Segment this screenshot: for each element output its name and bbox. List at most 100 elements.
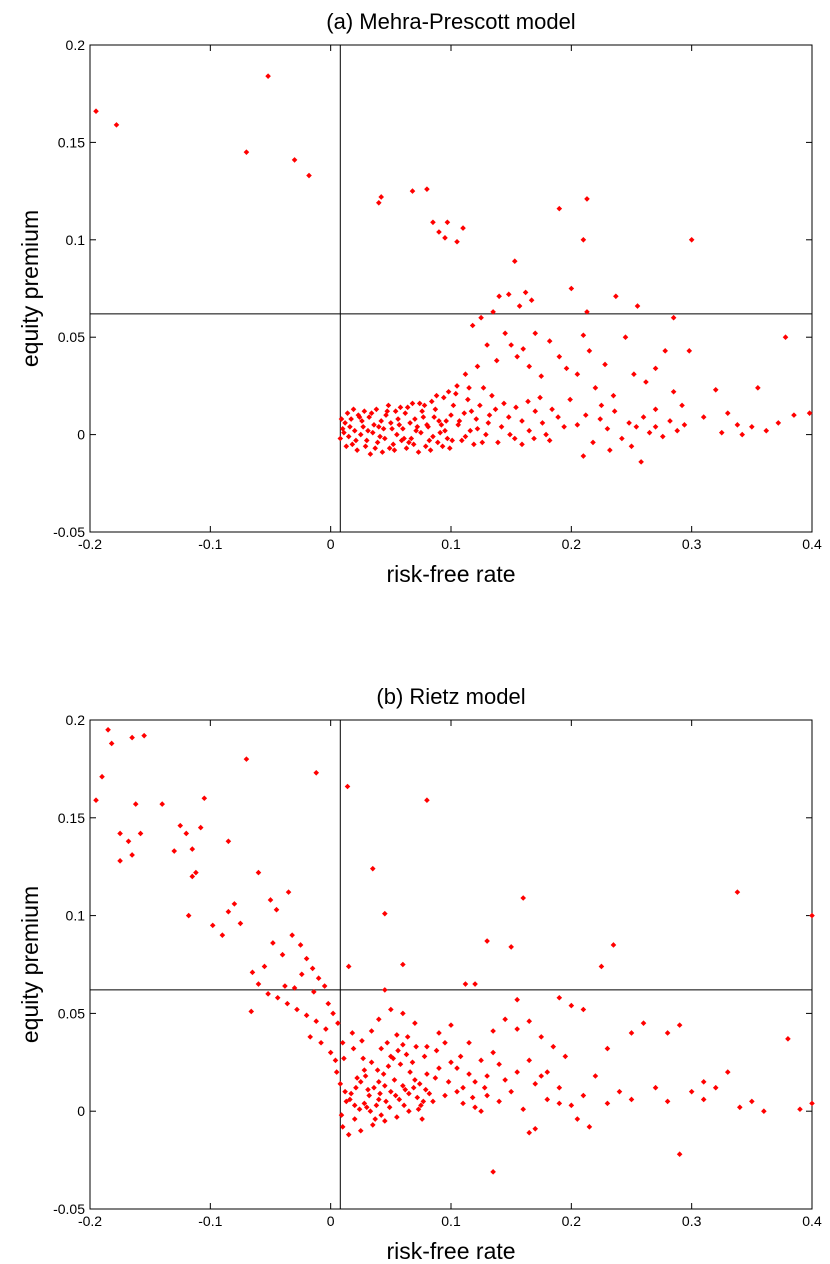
data-point bbox=[430, 219, 436, 226]
data-point bbox=[520, 346, 526, 352]
data-point bbox=[105, 726, 111, 733]
data-point bbox=[400, 425, 406, 432]
data-point bbox=[496, 1098, 502, 1105]
data-point bbox=[643, 379, 649, 385]
data-point bbox=[391, 447, 398, 453]
data-point bbox=[469, 322, 476, 329]
data-point bbox=[426, 1090, 433, 1097]
data-point bbox=[339, 425, 346, 432]
data-point bbox=[761, 1108, 767, 1114]
data-point bbox=[360, 1055, 366, 1062]
data-point bbox=[442, 235, 448, 241]
data-point bbox=[424, 422, 430, 428]
data-point bbox=[325, 1000, 332, 1007]
data-point bbox=[365, 1086, 371, 1093]
data-point bbox=[549, 406, 555, 413]
data-point bbox=[466, 1039, 472, 1046]
data-point bbox=[366, 1092, 372, 1099]
data-point bbox=[372, 1116, 378, 1122]
data-point bbox=[394, 431, 400, 438]
data-point bbox=[508, 944, 514, 950]
data-point bbox=[734, 422, 741, 428]
data-point bbox=[201, 795, 208, 802]
data-point bbox=[444, 435, 451, 442]
data-point bbox=[416, 1081, 423, 1087]
data-point bbox=[448, 1059, 454, 1066]
data-point bbox=[374, 1067, 381, 1073]
data-point bbox=[413, 427, 419, 434]
data-point bbox=[303, 955, 310, 962]
data-point bbox=[342, 420, 348, 426]
data-point bbox=[418, 1102, 424, 1109]
data-point bbox=[408, 435, 415, 442]
data-point bbox=[243, 149, 250, 155]
data-point bbox=[532, 1081, 539, 1087]
data-point bbox=[604, 1100, 611, 1107]
data-point bbox=[361, 408, 368, 415]
data-point bbox=[674, 427, 681, 434]
data-point bbox=[406, 1108, 412, 1114]
data-point bbox=[631, 371, 637, 378]
data-point bbox=[449, 437, 456, 444]
data-point bbox=[337, 1081, 344, 1087]
chart-panel-b: -0.2 -0.1 0 0.1 0.2 0.3 0.4 -0.05 0 0.05 0.1 0.15 0.… bbox=[17, 684, 822, 1264]
data-point bbox=[363, 1104, 370, 1111]
data-point bbox=[495, 439, 501, 446]
data-point bbox=[394, 1032, 400, 1038]
data-point bbox=[544, 1096, 551, 1103]
data-point bbox=[544, 1069, 551, 1075]
data-point bbox=[700, 1096, 707, 1103]
data-point bbox=[626, 420, 632, 426]
data-point bbox=[249, 969, 256, 976]
data-point bbox=[231, 901, 238, 907]
data-point bbox=[662, 348, 668, 354]
data-point bbox=[479, 439, 486, 446]
data-point bbox=[592, 1073, 599, 1079]
data-point bbox=[436, 1065, 442, 1071]
data-point bbox=[401, 435, 407, 442]
data-point bbox=[450, 402, 457, 409]
data-point bbox=[265, 991, 271, 997]
x-tick-label: -0.2 bbox=[78, 536, 102, 552]
data-point bbox=[468, 408, 475, 415]
data-point bbox=[556, 205, 563, 212]
data-point bbox=[400, 1010, 406, 1017]
data-point bbox=[318, 1039, 324, 1046]
data-point bbox=[225, 838, 232, 845]
data-point bbox=[406, 1090, 412, 1097]
data-point bbox=[132, 801, 139, 807]
data-point bbox=[426, 437, 433, 444]
x-tick-label: -0.1 bbox=[198, 1213, 222, 1229]
plot-area bbox=[89, 44, 813, 533]
data-point bbox=[574, 422, 581, 428]
data-point bbox=[410, 441, 417, 448]
data-point bbox=[502, 330, 508, 337]
data-point bbox=[282, 983, 288, 989]
data-point bbox=[384, 408, 391, 415]
data-point bbox=[117, 858, 123, 864]
data-point bbox=[349, 1030, 356, 1036]
data-point bbox=[289, 932, 295, 938]
data-point bbox=[466, 385, 472, 391]
data-point bbox=[427, 447, 434, 453]
chart-panel-a: -0.2 -0.1 0 0.1 0.2 0.3 0.4 -0.05 0 0.05 0.1 0.15 0.… bbox=[17, 9, 822, 587]
data-point bbox=[652, 1084, 659, 1091]
data-point bbox=[567, 396, 573, 403]
y-tick-label: 0.1 bbox=[66, 232, 86, 248]
data-point bbox=[442, 427, 448, 434]
data-point bbox=[394, 1114, 400, 1120]
data-point bbox=[481, 1084, 488, 1091]
data-point bbox=[580, 1092, 587, 1099]
data-point bbox=[432, 1075, 439, 1081]
data-point bbox=[383, 1098, 389, 1105]
data-point bbox=[613, 293, 619, 300]
data-point bbox=[604, 425, 611, 432]
x-tick-label: -0.1 bbox=[198, 536, 222, 552]
data-point bbox=[347, 1096, 353, 1103]
data-point bbox=[342, 1088, 348, 1095]
data-point bbox=[456, 418, 463, 424]
data-points bbox=[93, 726, 815, 1175]
data-point bbox=[371, 422, 377, 428]
data-point bbox=[386, 445, 393, 452]
